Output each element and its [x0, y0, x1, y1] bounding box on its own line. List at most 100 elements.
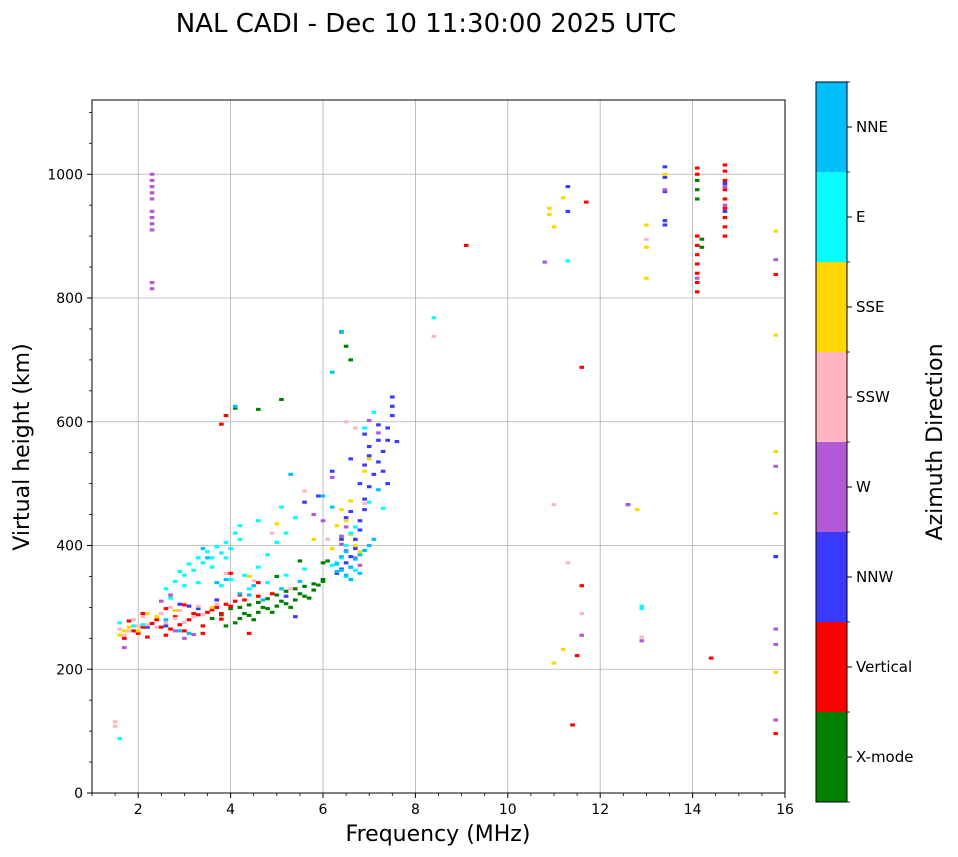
echo-point: [639, 639, 645, 643]
echo-point: [366, 454, 372, 458]
colorbar-segment: [816, 532, 847, 622]
echo-point: [348, 509, 354, 514]
echo-point: [186, 618, 192, 622]
echo-point: [329, 505, 335, 509]
echo-point: [117, 737, 123, 741]
echo-point: [135, 624, 141, 628]
echo-point: [182, 620, 187, 624]
echo-point: [722, 188, 728, 192]
echo-point: [694, 280, 700, 285]
echo-point: [122, 629, 127, 633]
echo-point: [625, 503, 631, 507]
echo-point: [639, 604, 645, 608]
echo-point: [343, 525, 349, 529]
echo-point: [722, 209, 728, 213]
echo-point: [182, 584, 187, 588]
echo-point: [154, 615, 159, 619]
echo-point: [362, 548, 367, 552]
echo-point: [371, 472, 377, 476]
echo-point: [177, 602, 183, 606]
echo-point: [122, 646, 127, 650]
y-tick-label: 800: [56, 291, 83, 307]
echo-point: [214, 598, 220, 602]
echo-point: [694, 234, 700, 238]
echo-point: [353, 557, 358, 561]
echo-point: [214, 605, 220, 609]
echo-point: [579, 365, 585, 369]
echo-point: [662, 172, 668, 176]
echo-point: [288, 472, 293, 476]
echo-point: [195, 556, 201, 560]
echo-point: [357, 553, 363, 557]
echo-point: [195, 604, 201, 608]
echo-point: [283, 594, 289, 598]
echo-point: [320, 579, 326, 583]
echo-point: [694, 262, 700, 266]
echo-point: [292, 587, 298, 591]
y-axis-label: Virtual height (km): [10, 343, 35, 550]
colorbar-tick-label: W: [856, 478, 871, 496]
echo-point: [283, 531, 289, 535]
echo-point: [186, 562, 192, 566]
echo-point: [634, 508, 640, 512]
echo-point: [329, 370, 335, 374]
echo-point: [195, 613, 201, 617]
colorbar-segment: [816, 622, 847, 712]
colorbar-segment: [816, 82, 847, 172]
echo-point: [232, 404, 238, 408]
echo-point: [260, 605, 266, 609]
echo-point: [343, 516, 349, 520]
echo-point: [242, 573, 247, 577]
echo-point: [348, 531, 354, 535]
echo-point: [177, 629, 183, 633]
echo-point: [394, 440, 400, 444]
echo-point: [662, 219, 668, 223]
echo-point: [256, 565, 261, 569]
echo-point: [353, 537, 358, 541]
echo-point: [283, 573, 289, 577]
echo-point: [256, 519, 261, 523]
echo-point: [177, 608, 183, 613]
echo-point: [186, 631, 192, 635]
echo-point: [135, 629, 141, 633]
echo-point: [362, 426, 367, 430]
echo-point: [265, 607, 270, 611]
echo-point: [154, 618, 159, 622]
echo-point: [773, 555, 779, 559]
echo-point: [269, 531, 275, 535]
echo-point: [334, 571, 340, 575]
echo-point: [163, 621, 169, 625]
echo-point: [219, 612, 224, 616]
echo-point: [385, 482, 390, 486]
echo-point: [122, 633, 127, 637]
echo-point: [722, 169, 728, 173]
echo-point: [334, 569, 340, 574]
echo-point: [149, 172, 155, 176]
echo-point: [560, 196, 566, 200]
echo-point: [228, 577, 233, 582]
echo-point: [279, 599, 284, 603]
echo-point: [773, 272, 779, 277]
echo-point: [565, 561, 571, 565]
echo-point: [376, 431, 381, 435]
echo-point: [389, 404, 395, 408]
echo-point: [320, 494, 326, 498]
echo-point: [773, 670, 779, 674]
echo-point: [131, 618, 136, 622]
echo-point: [722, 163, 728, 167]
echo-point: [131, 629, 136, 633]
colorbar-frame: [815, 81, 848, 803]
x-tick-label: 8: [411, 802, 420, 818]
echo-point: [547, 206, 552, 210]
echo-point: [376, 438, 381, 442]
echo-point: [122, 636, 127, 640]
echo-point: [385, 438, 390, 442]
echo-point: [135, 631, 141, 635]
echo-point: [223, 540, 229, 544]
echo-point: [694, 188, 700, 192]
echo-point: [366, 543, 372, 548]
echo-point: [242, 598, 247, 602]
echo-point: [191, 612, 196, 616]
echo-point: [209, 556, 215, 560]
echo-point: [205, 610, 210, 614]
